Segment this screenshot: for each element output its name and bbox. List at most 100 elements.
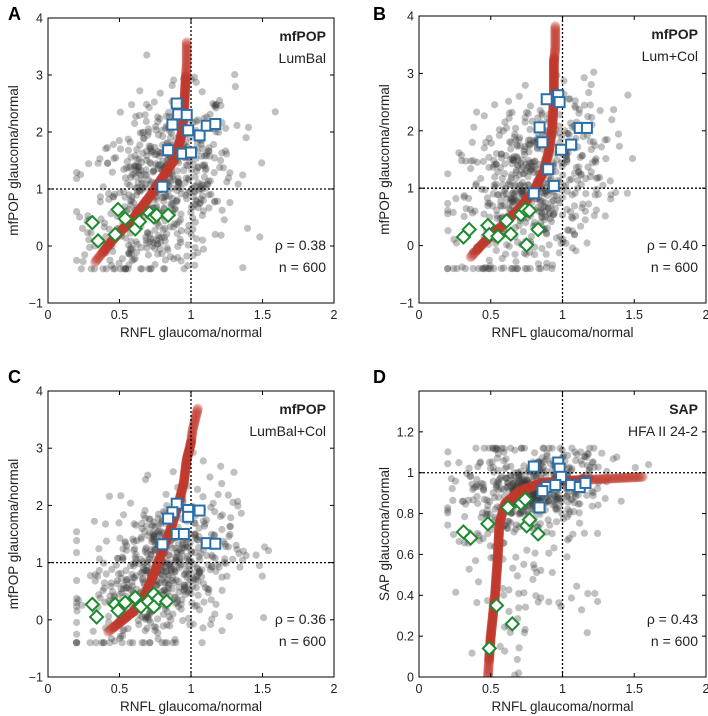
data-point xyxy=(492,160,500,168)
data-point xyxy=(119,554,127,562)
data-point xyxy=(457,151,466,159)
data-point xyxy=(472,180,480,188)
data-point xyxy=(594,174,602,182)
data-point xyxy=(201,584,209,592)
data-point xyxy=(150,533,158,542)
data-point xyxy=(514,162,522,170)
data-point xyxy=(550,192,558,200)
data-point xyxy=(160,579,168,587)
data-point xyxy=(501,474,509,482)
data-point xyxy=(141,545,150,553)
data-point xyxy=(180,561,188,569)
x-axis-label: RNFL glaucoma/normal xyxy=(120,699,262,714)
data-point xyxy=(180,587,188,595)
data-point xyxy=(196,556,204,564)
data-point xyxy=(579,133,588,141)
data-point xyxy=(212,104,220,112)
data-point xyxy=(73,174,81,183)
data-point xyxy=(211,508,219,516)
data-point xyxy=(158,127,166,135)
data-point xyxy=(565,534,573,543)
trend-point xyxy=(590,474,601,485)
data-point xyxy=(503,524,511,532)
data-point xyxy=(141,476,150,484)
data-point xyxy=(487,265,495,273)
data-point xyxy=(141,566,149,575)
trend-point xyxy=(605,473,615,484)
data-point xyxy=(113,577,121,585)
data-point xyxy=(150,537,158,545)
data-point xyxy=(516,509,525,517)
data-point xyxy=(586,137,594,145)
data-point xyxy=(213,197,222,205)
data-point xyxy=(166,223,174,231)
data-point xyxy=(519,156,527,164)
data-point xyxy=(144,471,152,479)
data-point xyxy=(177,238,185,246)
data-point xyxy=(194,565,202,573)
data-point xyxy=(563,129,571,138)
data-point xyxy=(183,552,191,560)
data-point xyxy=(193,564,201,572)
data-point xyxy=(186,187,194,196)
data-point xyxy=(541,202,549,210)
data-point xyxy=(199,196,207,204)
data-point xyxy=(478,265,486,273)
data-point xyxy=(161,256,169,264)
data-point xyxy=(136,129,144,137)
data-point xyxy=(525,159,533,167)
data-point xyxy=(202,516,211,524)
trend-point xyxy=(634,472,645,482)
data-point xyxy=(131,163,139,171)
data-point xyxy=(130,546,138,554)
data-point xyxy=(131,119,139,127)
data-point xyxy=(585,466,593,474)
data-point xyxy=(489,202,497,210)
data-point xyxy=(531,157,539,165)
x-tick-label: 2 xyxy=(703,308,708,322)
trend-point xyxy=(622,472,633,483)
data-point xyxy=(507,195,515,204)
data-point xyxy=(226,169,234,177)
data-point xyxy=(478,185,486,193)
data-point xyxy=(538,109,546,117)
data-point xyxy=(480,483,488,492)
data-point xyxy=(517,472,525,480)
data-point xyxy=(593,529,602,538)
data-point xyxy=(495,486,503,494)
data-point xyxy=(73,576,81,585)
data-point xyxy=(531,449,539,457)
data-point xyxy=(143,550,151,558)
data-point xyxy=(490,181,498,189)
data-point xyxy=(515,171,523,179)
data-point xyxy=(173,220,181,229)
data-point xyxy=(115,259,123,267)
data-point xyxy=(165,192,173,201)
data-point xyxy=(555,599,563,607)
data-point xyxy=(501,201,509,209)
data-point xyxy=(534,260,543,268)
data-point xyxy=(123,576,131,584)
data-point xyxy=(558,162,566,170)
y-tick-label: 1 xyxy=(36,183,43,197)
data-point xyxy=(493,211,501,219)
data-point xyxy=(518,178,527,186)
data-point xyxy=(550,209,559,217)
data-point xyxy=(126,499,135,507)
data-point xyxy=(271,108,279,116)
data-point xyxy=(572,247,580,255)
trend-point xyxy=(181,54,192,64)
data-point xyxy=(167,177,175,185)
data-point xyxy=(514,238,522,246)
data-point xyxy=(73,607,81,615)
data-point xyxy=(99,587,107,595)
data-point xyxy=(211,154,219,162)
data-point xyxy=(141,506,149,515)
data-point xyxy=(138,569,146,577)
data-point xyxy=(119,545,127,553)
data-point xyxy=(511,130,519,138)
data-point xyxy=(158,639,166,647)
trend-point xyxy=(628,472,639,483)
data-point xyxy=(191,218,199,226)
data-point xyxy=(510,133,518,141)
